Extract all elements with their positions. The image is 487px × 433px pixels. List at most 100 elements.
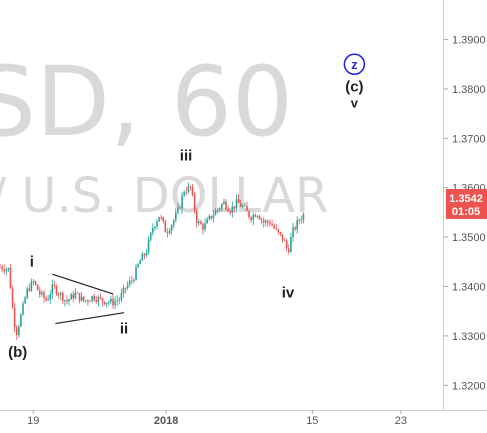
candle-body <box>3 269 5 272</box>
candle-body <box>5 269 8 272</box>
candle-body <box>0 266 1 268</box>
candle-body <box>147 239 150 253</box>
candle-body <box>218 208 221 210</box>
candle-body <box>114 301 116 306</box>
candle-body <box>302 214 305 220</box>
candle-body <box>271 224 273 226</box>
candle-body <box>239 203 242 207</box>
candle-body <box>214 210 217 216</box>
candle-body <box>254 214 257 217</box>
candle-body <box>13 307 16 328</box>
candle-body <box>292 227 294 238</box>
candle-body <box>30 281 33 291</box>
candle-body <box>47 299 49 301</box>
wave-label: ii <box>120 320 128 337</box>
candle-body <box>57 293 60 295</box>
candle-body <box>105 302 108 305</box>
candle-body <box>59 293 62 295</box>
candle-body <box>294 227 296 230</box>
candle-body <box>164 221 167 233</box>
candle-body <box>267 220 269 223</box>
candle-body <box>179 207 181 209</box>
candle-body <box>248 210 250 218</box>
candle-body <box>183 191 185 196</box>
candle-body <box>91 295 93 301</box>
candle-body <box>122 287 125 294</box>
time-tick-label: 23 <box>395 415 407 427</box>
candle-body <box>116 300 118 302</box>
candle-body <box>9 267 12 289</box>
candle-body <box>34 281 37 285</box>
price-tick-label: 1.3300 <box>452 331 486 343</box>
candle-body <box>103 301 106 305</box>
candle-body <box>191 187 194 195</box>
candle-body <box>252 214 255 221</box>
candle-body <box>51 284 54 295</box>
candle-body <box>168 230 171 234</box>
price-axis[interactable]: 1.39001.38001.37001.36001.35001.34001.33… <box>443 35 486 393</box>
candle-body <box>237 199 240 204</box>
price-tick-label: 1.3400 <box>452 282 486 294</box>
time-tick-label: 2018 <box>154 415 178 427</box>
candle-body <box>277 229 280 233</box>
candle-body <box>11 288 14 308</box>
triangle-lower-trendline <box>55 312 125 325</box>
candle-body <box>137 264 139 268</box>
candle-body <box>233 206 236 209</box>
candle-body <box>221 204 223 209</box>
candle-body <box>7 267 10 270</box>
candle-body <box>101 297 104 302</box>
candle-body <box>36 284 39 291</box>
candle-body <box>145 252 148 256</box>
candle-body <box>151 228 154 233</box>
candle-body <box>131 280 133 282</box>
wave-label: v <box>351 96 359 111</box>
candle-body <box>210 215 213 219</box>
candle-body <box>139 260 142 265</box>
candle-body <box>89 300 91 302</box>
wave-circle-marker <box>343 53 366 76</box>
candle-body <box>283 240 286 241</box>
candle-body <box>200 221 202 225</box>
candle-body <box>193 194 196 211</box>
candle-body <box>133 279 135 281</box>
wave-label: iv <box>282 284 295 301</box>
candle-body <box>187 186 190 192</box>
candle-body <box>95 299 98 302</box>
candle-body <box>296 220 298 230</box>
price-tick-label: 1.3500 <box>452 232 486 244</box>
candle-body <box>99 296 102 298</box>
candle-body <box>53 284 56 286</box>
candle-body <box>112 298 114 306</box>
candle-body <box>216 209 219 211</box>
candle-body <box>170 225 173 231</box>
candle-body <box>78 293 81 301</box>
wave-label: (b) <box>8 344 27 361</box>
candle-body <box>118 299 121 301</box>
time-axis[interactable]: 19 2018 15 23 <box>27 410 407 427</box>
candle-body <box>55 285 58 294</box>
candle-body <box>85 300 87 302</box>
candle-body <box>1 266 3 270</box>
candle-body <box>246 205 248 211</box>
candle-body <box>160 217 162 218</box>
price-tick-label: 1.3700 <box>452 133 486 145</box>
candle-body <box>225 201 227 210</box>
candle-body <box>166 232 169 234</box>
candle-body <box>120 293 123 300</box>
candle-body <box>158 217 160 222</box>
candle-body <box>300 219 303 221</box>
candle-body <box>45 297 47 301</box>
candle-body <box>235 199 238 209</box>
triangle-upper-trendline <box>52 273 114 295</box>
candle-body <box>269 222 271 225</box>
candle-body <box>177 207 179 213</box>
candle-body <box>174 212 177 221</box>
candle-body <box>26 288 29 298</box>
candle-body <box>162 217 165 222</box>
price-tick-label: 1.3200 <box>452 380 486 392</box>
candle-body <box>198 221 200 224</box>
